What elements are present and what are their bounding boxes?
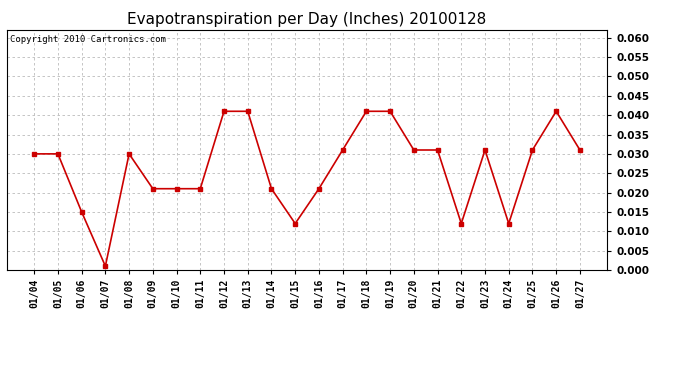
Text: Copyright 2010 Cartronics.com: Copyright 2010 Cartronics.com [10, 35, 166, 44]
Title: Evapotranspiration per Day (Inches) 20100128: Evapotranspiration per Day (Inches) 2010… [128, 12, 486, 27]
